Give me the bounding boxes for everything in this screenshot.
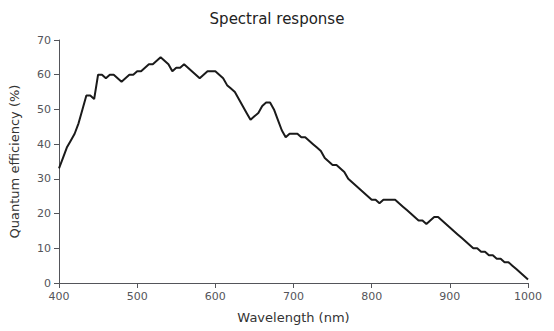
svg-text:Wavelength (nm): Wavelength (nm) [237,310,349,325]
svg-text:20: 20 [37,207,51,220]
svg-text:Quantum efficiency (%): Quantum efficiency (%) [7,85,22,239]
svg-text:400: 400 [49,290,70,303]
svg-text:40: 40 [37,138,51,151]
svg-text:70: 70 [37,34,51,47]
svg-text:30: 30 [37,172,51,185]
svg-text:Spectral response: Spectral response [210,10,345,28]
svg-text:700: 700 [283,290,304,303]
svg-text:800: 800 [361,290,382,303]
svg-text:500: 500 [127,290,148,303]
svg-text:600: 600 [205,290,226,303]
svg-text:900: 900 [439,290,460,303]
svg-text:1000: 1000 [514,290,542,303]
svg-text:60: 60 [37,68,51,81]
svg-text:50: 50 [37,103,51,116]
svg-text:0: 0 [44,277,51,290]
svg-text:10: 10 [37,242,51,255]
